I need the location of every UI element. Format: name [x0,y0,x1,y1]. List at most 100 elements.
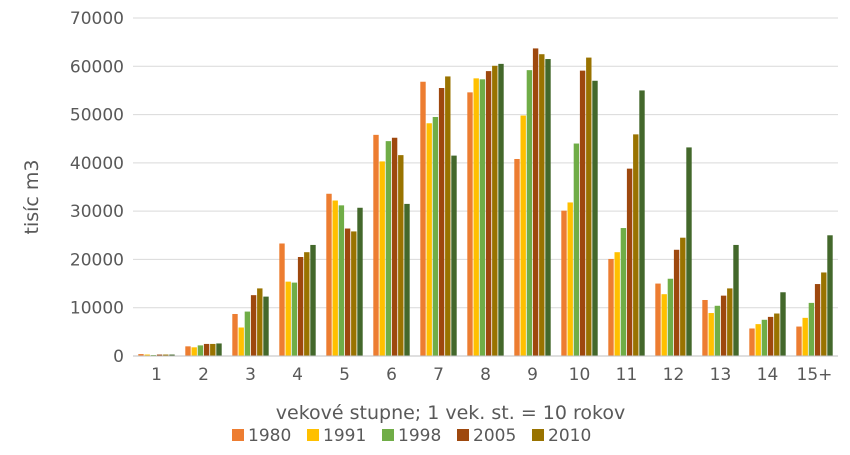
bar-1980-cat-10 [561,211,566,356]
bar-2005-cat-7 [439,88,444,356]
bar-2005-cat-14 [768,317,773,356]
bar-1998-cat-5 [339,205,344,356]
bar-2005-cat-11 [627,169,632,356]
y-tick-label: 50000 [70,106,124,126]
bar-1980-cat-9 [514,159,519,356]
bar-2005-cat-10 [580,71,585,356]
bar-series-6-cat-5 [357,208,362,356]
bar-2010-cat-10 [586,58,591,356]
bar-series-6-cat-9 [545,59,550,356]
bar-2010-cat-13 [727,288,732,356]
bar-1991-cat-7 [427,123,432,356]
bar-1991-cat-10 [568,202,573,356]
x-axis-title: vekové stupne; 1 vek. st. = 10 rokov [276,402,625,424]
bar-series-6-cat-6 [404,204,409,356]
bar-2010-cat-7 [445,76,450,356]
bar-2005-cat-5 [345,229,350,356]
y-tick-label: 70000 [70,9,124,29]
bar-2005-cat-4 [298,257,303,356]
x-tick-label: 13 [710,365,732,385]
bar-2005-cat-9 [533,48,538,356]
bar-2010-cat-14 [774,314,779,356]
bar-series-6-cat-11 [639,90,644,356]
bar-1998-cat-8 [480,79,485,356]
x-tick-label: 7 [433,365,444,385]
y-tick-label: 30000 [70,202,124,222]
bar-1991-cat-2 [192,347,197,356]
bar-1991-cat-6 [380,161,385,356]
y-axis-title: tisíc m3 [21,160,43,235]
bar-1991-cat-8 [474,78,479,356]
bar-1998-cat-9 [527,70,532,356]
bar-series-6-cat-14 [780,292,785,356]
legend-label-2005: 2005 [473,426,516,446]
x-tick-label: 2 [198,365,209,385]
bar-1991-cat-9 [521,116,526,356]
bar-2010-cat-15+ [821,272,826,356]
bar-series-6-cat-8 [498,64,503,356]
bar-1980-cat-4 [279,243,284,356]
bar-series-6-cat-4 [310,245,315,356]
bar-2005-cat-8 [486,71,491,356]
bar-2010-cat-11 [633,134,638,356]
legend-swatch-1998 [382,429,394,441]
bar-1991-cat-15+ [803,318,808,356]
legend-label-2010: 2010 [548,426,591,446]
x-tick-label: 6 [386,365,397,385]
bar-1998-cat-12 [668,279,673,356]
bar-1991-cat-3 [239,328,244,356]
bar-2005-cat-12 [674,250,679,356]
bar-1980-cat-6 [373,135,378,356]
bar-2010-cat-3 [257,288,262,356]
x-tick-label: 8 [480,365,491,385]
bar-1991-cat-5 [333,201,338,356]
bar-2010-cat-8 [492,66,497,356]
legend: 1980 1991 1998 2005 2010 [232,426,591,446]
bar-2005-cat-13 [721,296,726,356]
bar-1980-cat-14 [749,328,754,356]
bar-1998-cat-15+ [809,303,814,356]
bar-1991-cat-13 [709,313,714,356]
legend-swatch-2005 [457,429,469,441]
y-tick-label: 0 [113,347,124,367]
bar-series-6-cat-2 [216,343,221,356]
x-tick-label: 5 [339,365,350,385]
legend-label-1991: 1991 [323,426,366,446]
y-axis-tick-labels: 010000200003000040000500006000070000 [70,9,124,367]
bar-series-6-cat-12 [686,147,691,356]
bars [138,48,832,356]
legend-swatch-1991 [307,429,319,441]
y-tick-label: 60000 [70,57,124,77]
bar-1998-cat-10 [574,144,579,356]
legend-swatch-2010 [532,429,544,441]
bar-1991-cat-11 [615,252,620,356]
bar-series-6-cat-3 [263,297,268,356]
bar-1980-cat-2 [185,346,190,356]
bar-1980-cat-7 [420,82,425,356]
bar-1998-cat-13 [715,306,720,356]
bar-2010-cat-9 [539,54,544,356]
bar-2010-cat-2 [210,344,215,356]
x-tick-label: 11 [616,365,638,385]
bar-2005-cat-6 [392,138,397,356]
bar-1980-cat-13 [702,300,707,356]
bar-series-6-cat-10 [592,81,597,356]
bar-1980-cat-11 [608,259,613,356]
bar-2005-cat-2 [204,344,209,356]
x-tick-label: 9 [527,365,538,385]
bar-series-6-cat-13 [733,245,738,356]
gridlines [133,18,838,308]
bar-2010-cat-4 [304,252,309,356]
y-tick-label: 40000 [70,154,124,174]
x-tick-label: 10 [569,365,591,385]
bar-1998-cat-2 [198,345,203,356]
bar-1980-cat-8 [467,92,472,356]
bar-1998-cat-4 [292,283,297,356]
legend-label-1998: 1998 [398,426,441,446]
bar-1980-cat-15+ [796,327,801,356]
legend-label-1980: 1980 [248,426,291,446]
bar-1991-cat-14 [756,324,761,356]
x-axis-tick-labels: 1 2 3 4 5 6 7 8 9 10 11 12 13 14 15+ [151,365,832,385]
x-tick-label: 15+ [797,365,833,385]
x-tick-label: 12 [663,365,685,385]
